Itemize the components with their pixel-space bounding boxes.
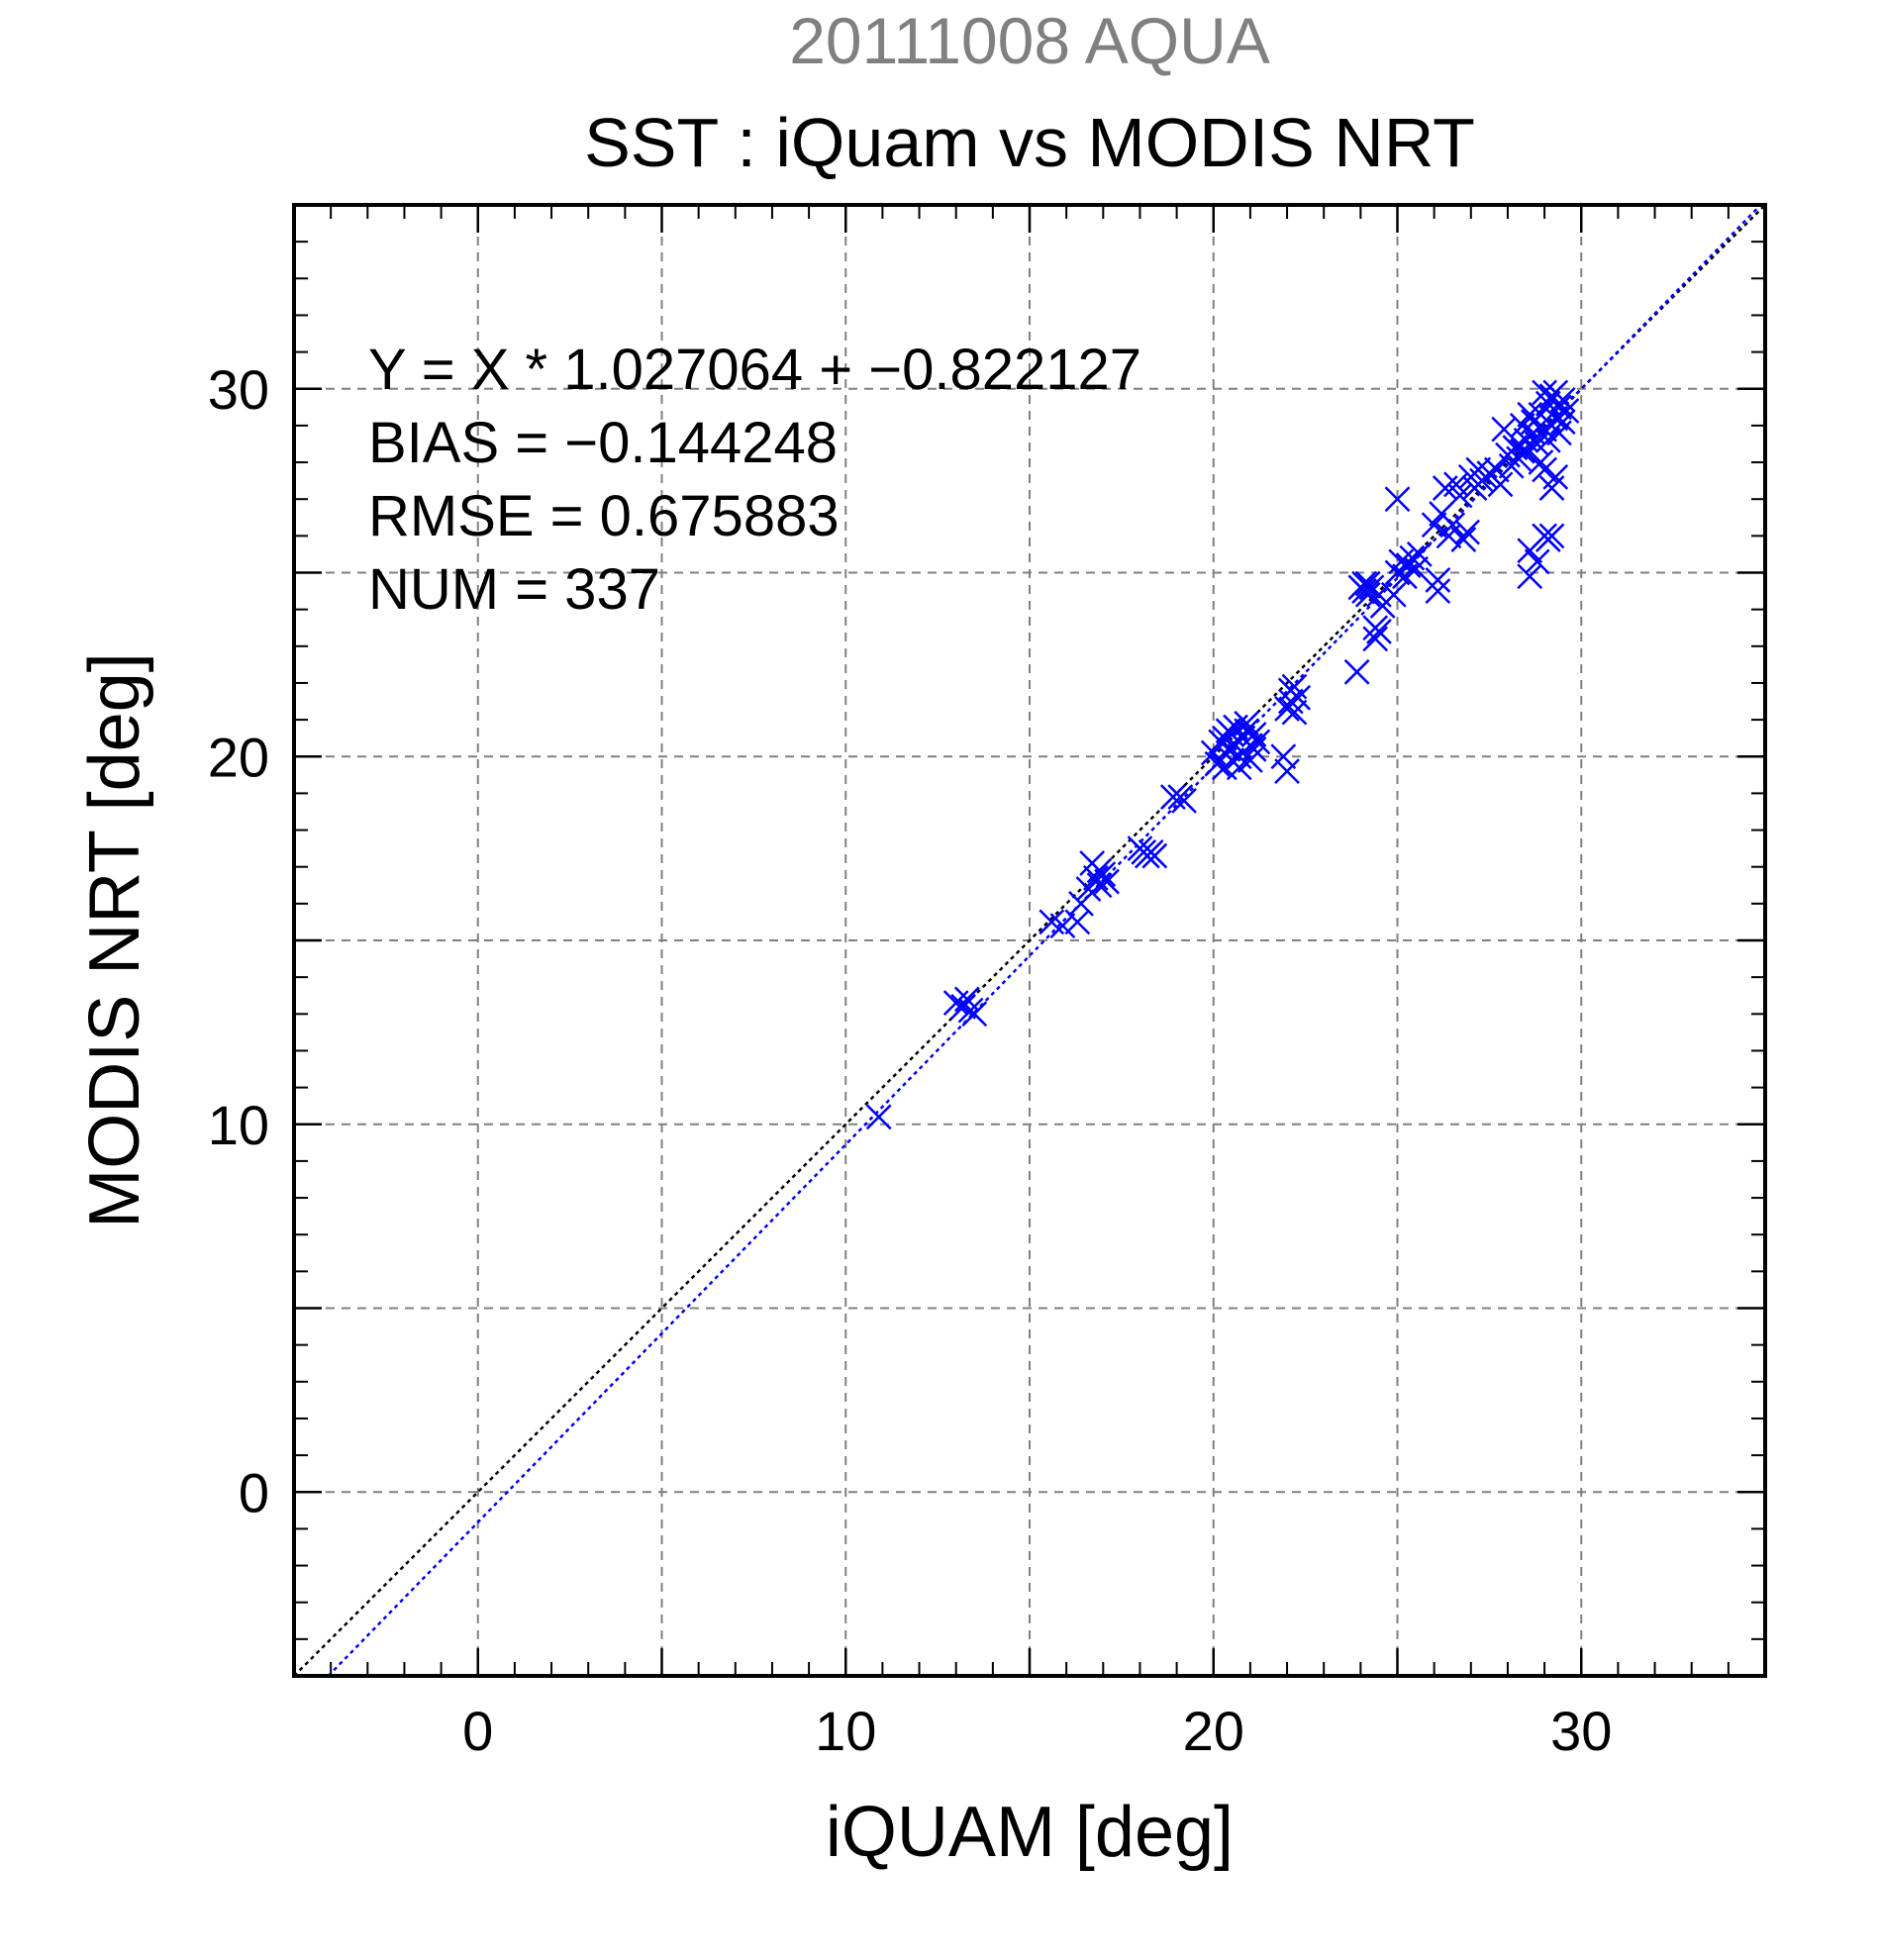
data-point (1212, 725, 1238, 751)
data-point (1483, 456, 1510, 483)
data-point (1384, 486, 1411, 513)
data-point (1064, 909, 1091, 935)
data-point (1509, 439, 1535, 464)
x-tick-label: 0 (462, 1700, 493, 1762)
data-point (1094, 868, 1120, 895)
data-point (961, 1001, 988, 1028)
data-point (1281, 673, 1308, 700)
data-point (1517, 563, 1543, 590)
chart-supertitle: 20111008 AQUA (789, 4, 1270, 77)
x-tick-label: 20 (1183, 1700, 1244, 1762)
x-tick-label: 30 (1550, 1700, 1612, 1762)
data-point (1538, 413, 1565, 439)
data-point (1421, 512, 1447, 539)
data-point (1274, 758, 1300, 784)
y-tick-label: 0 (239, 1461, 269, 1523)
data-point (865, 1104, 892, 1130)
data-point (1131, 838, 1157, 865)
data-point (1215, 718, 1241, 744)
data-point (1406, 541, 1433, 567)
y-tick-label: 30 (208, 358, 269, 421)
data-point (1454, 519, 1480, 545)
data-point (1171, 787, 1197, 814)
stats-equation: Y = X * 1.027064 + −0.822127 (368, 338, 1141, 402)
stats-rmse: RMSE = 0.675883 (368, 484, 840, 548)
data-point (1240, 735, 1267, 762)
data-point (1532, 379, 1557, 406)
y-tick-label: 10 (208, 1094, 269, 1156)
y-tick-labels: 0 10 20 30 (208, 358, 269, 1524)
data-point (1524, 548, 1550, 575)
data-point (1234, 710, 1260, 736)
major-ticks (294, 205, 1765, 1676)
data-point (1450, 527, 1477, 552)
x-tick-label: 10 (815, 1700, 876, 1762)
data-point (1270, 743, 1297, 770)
data-point (1425, 578, 1451, 604)
data-point (1538, 523, 1565, 549)
data-point (1226, 754, 1252, 781)
data-point (1446, 482, 1473, 509)
data-point (1534, 427, 1561, 453)
data-point (1403, 555, 1429, 582)
data-point (1343, 658, 1370, 685)
data-point (1366, 619, 1392, 644)
data-point (1380, 581, 1407, 608)
data-point (1049, 913, 1076, 939)
data-point (1362, 626, 1389, 652)
data-points (865, 379, 1580, 1130)
chart-title: SST : iQuam vs MODIS NRT (584, 104, 1475, 181)
stats-bias: BIAS = −0.144248 (368, 411, 838, 475)
stats-num: NUM = 337 (368, 557, 660, 622)
data-point (1532, 456, 1557, 483)
stats-box: Y = X * 1.027064 + −0.822127 BIAS = −0.1… (368, 338, 1141, 622)
minor-ticks (294, 205, 1765, 1676)
data-point (1439, 512, 1466, 539)
y-tick-label: 20 (208, 726, 269, 788)
data-point (1528, 449, 1554, 475)
plot-frame (292, 203, 1767, 1678)
grid-lines (294, 205, 1765, 1676)
data-point (950, 993, 977, 1020)
data-point (1086, 857, 1113, 884)
data-point (1244, 729, 1271, 755)
x-axis-label: iQUAM [deg] (826, 1793, 1234, 1872)
y-axis-label: MODIS NRT [deg] (75, 652, 154, 1228)
data-point (1388, 548, 1415, 575)
data-point (1425, 567, 1451, 593)
data-point (1281, 699, 1308, 726)
data-point (1487, 471, 1514, 498)
x-tick-labels: 0 10 20 30 (462, 1700, 1612, 1762)
data-point (1517, 401, 1543, 428)
data-point (1351, 570, 1377, 597)
identity-line (293, 204, 1766, 1677)
